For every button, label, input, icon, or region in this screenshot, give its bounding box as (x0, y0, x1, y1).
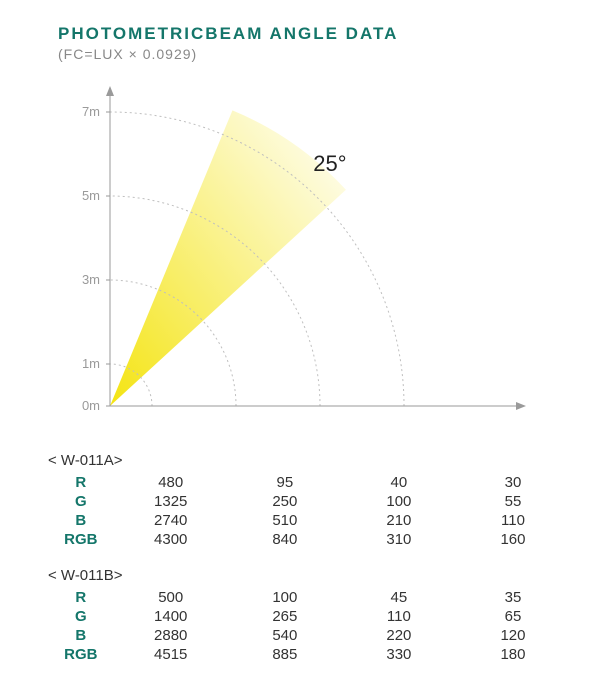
cell-value: 250 (228, 492, 342, 511)
cell-value: 4300 (114, 530, 228, 549)
cell-value: 100 (342, 492, 456, 511)
cell-value: 160 (456, 530, 570, 549)
cell-value: 4515 (114, 645, 228, 664)
table-row: R480954030 (48, 473, 570, 492)
row-label: B (48, 511, 114, 530)
x-axis-arrow (516, 402, 526, 410)
cell-value: 310 (342, 530, 456, 549)
beam-angle-chart: 0m 1m 3m 5m 7m 25° (52, 76, 552, 446)
table-section-label: < W-011A> (48, 452, 570, 469)
cell-value: 40 (342, 473, 456, 492)
cell-value: 510 (228, 511, 342, 530)
cell-value: 65 (456, 607, 570, 626)
y-tick-label: 1m (82, 356, 100, 371)
cell-value: 885 (228, 645, 342, 664)
cell-value: 95 (228, 473, 342, 492)
table-row: B2880540220120 (48, 626, 570, 645)
page-title: PHOTOMETRICBEAM ANGLE DATA (58, 24, 570, 44)
table-section-label: < W-011B> (48, 567, 570, 584)
table-row: B2740510210110 (48, 511, 570, 530)
row-label: G (48, 607, 114, 626)
cell-value: 2880 (114, 626, 228, 645)
cell-value: 120 (456, 626, 570, 645)
table-row: RGB4515885330180 (48, 645, 570, 664)
table-row: R5001004535 (48, 588, 570, 607)
page-root: PHOTOMETRICBEAM ANGLE DATA (FC=LUX × 0.0… (0, 0, 600, 687)
y-tick-label: 3m (82, 272, 100, 287)
cell-value: 55 (456, 492, 570, 511)
cell-value: 45 (342, 588, 456, 607)
table-row: G132525010055 (48, 492, 570, 511)
cell-value: 100 (228, 588, 342, 607)
cell-value: 480 (114, 473, 228, 492)
row-label: RGB (48, 645, 114, 664)
cell-value: 180 (456, 645, 570, 664)
cell-value: 35 (456, 588, 570, 607)
row-label: RGB (48, 530, 114, 549)
row-label: G (48, 492, 114, 511)
cell-value: 840 (228, 530, 342, 549)
y-tick-label: 0m (82, 398, 100, 413)
cell-value: 330 (342, 645, 456, 664)
cell-value: 220 (342, 626, 456, 645)
data-tables: < W-011A>R480954030G132525010055B2740510… (44, 452, 570, 664)
cell-value: 110 (342, 607, 456, 626)
data-table: R5001004535G140026511065B2880540220120RG… (48, 588, 570, 664)
row-label: R (48, 473, 114, 492)
page-subtitle: (FC=LUX × 0.0929) (58, 46, 570, 62)
y-tick-label: 7m (82, 104, 100, 119)
cell-value: 500 (114, 588, 228, 607)
cell-value: 1400 (114, 607, 228, 626)
cell-value: 2740 (114, 511, 228, 530)
cell-value: 30 (456, 473, 570, 492)
cell-value: 540 (228, 626, 342, 645)
y-axis-arrow (106, 86, 114, 96)
data-table: R480954030G132525010055B2740510210110RGB… (48, 473, 570, 549)
cell-value: 210 (342, 511, 456, 530)
row-label: B (48, 626, 114, 645)
cell-value: 110 (456, 511, 570, 530)
table-row: RGB4300840310160 (48, 530, 570, 549)
cell-value: 265 (228, 607, 342, 626)
beam-angle-label: 25° (313, 151, 346, 176)
cell-value: 1325 (114, 492, 228, 511)
table-row: G140026511065 (48, 607, 570, 626)
y-tick-label: 5m (82, 188, 100, 203)
row-label: R (48, 588, 114, 607)
